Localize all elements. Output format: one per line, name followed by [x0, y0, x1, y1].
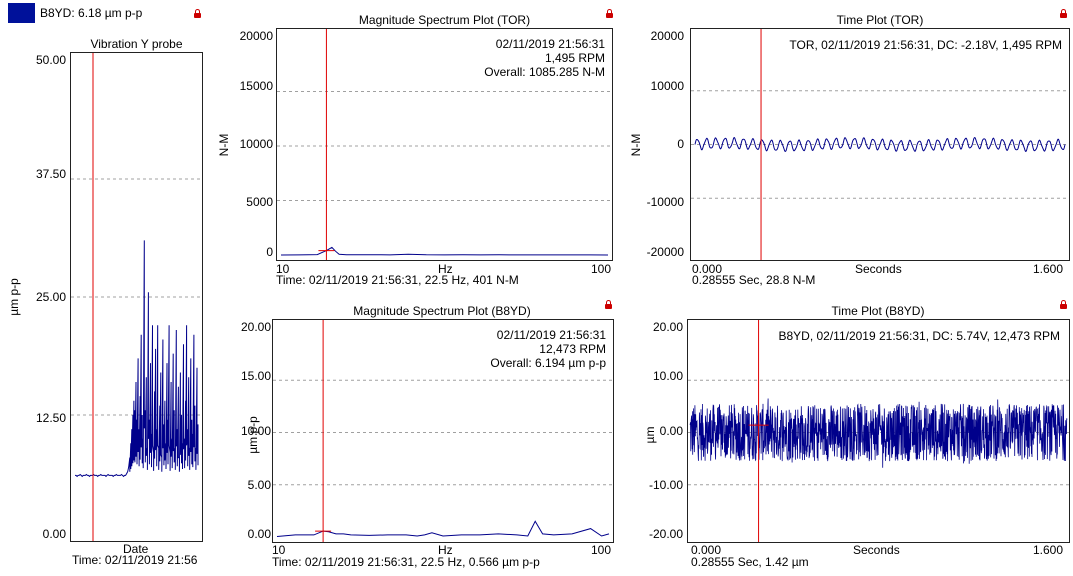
x-axis-label: Hz: [438, 262, 453, 276]
y-axis-label: N-M: [629, 133, 643, 157]
series-line: [276, 520, 610, 537]
chart-svg: [688, 320, 1069, 542]
y-tick-label: 5.00: [247, 478, 271, 492]
x-tick-label: 1.600: [1033, 543, 1064, 557]
y-axis-label: µm p-p: [246, 416, 260, 454]
lock-icon[interactable]: [1060, 300, 1067, 309]
chart-svg: [71, 53, 202, 541]
y-tick-label: 20.00: [240, 320, 271, 334]
x-axis-label: Seconds: [853, 543, 900, 557]
y-axis-label: µm: [643, 426, 657, 444]
cursor-readout: Time: 02/11/2019 21:56:31, 22.5 Hz, 0.56…: [272, 555, 540, 569]
y-tick-label: 0.00: [42, 527, 66, 541]
legend-swatch: [8, 3, 35, 23]
info-line: Overall: 6.194 µm p-p: [490, 356, 606, 370]
lock-icon[interactable]: [605, 300, 612, 309]
y-tick-label: 15000: [239, 79, 273, 93]
plot-info-time-b8yd: B8YD, 02/11/2019 21:56:31, DC: 5.74V, 12…: [730, 329, 1060, 343]
y-tick-label: 0.00: [659, 424, 683, 438]
legend-label: B8YD: 6.18 µm p-p: [40, 6, 143, 20]
time-tor-plot-area[interactable]: [690, 28, 1070, 261]
series-line: [689, 398, 1068, 468]
x-tick-label: 10: [276, 262, 290, 276]
plot-info-spec-tor: 02/11/2019 21:56:31 1,495 RPM Overall: 1…: [380, 37, 605, 79]
y-tick-label: 10.00: [240, 424, 271, 438]
y-tick-label: 20000: [650, 29, 684, 43]
x-tick-label: 100: [591, 543, 612, 557]
x-tick-label: 100: [591, 262, 612, 276]
info-line: 02/11/2019 21:56:31: [495, 37, 605, 51]
lock-icon[interactable]: [194, 9, 201, 18]
y-tick-label: 50.00: [35, 53, 66, 67]
chart-title-spec-b8yd: Magnitude Spectrum Plot (B8YD): [353, 304, 531, 318]
y-tick-label: 37.50: [35, 167, 66, 181]
y-tick-label: 5000: [246, 195, 273, 209]
info-line: 02/11/2019 21:56:31: [496, 328, 606, 342]
y-tick-label: -10000: [646, 195, 684, 209]
x-tick-label: 0.000: [691, 543, 722, 557]
plot-info-time-tor: TOR, 02/11/2019 21:56:31, DC: -2.18V, 1,…: [740, 38, 1062, 52]
y-axis-label: N-M: [217, 133, 231, 157]
chart-svg: [691, 29, 1069, 260]
y-tick-label: 10000: [239, 137, 273, 151]
x-tick-label: 10: [272, 543, 286, 557]
time-b8yd-plot-area[interactable]: [687, 319, 1070, 543]
y-tick-label: 0: [677, 137, 684, 151]
series-line: [280, 246, 609, 256]
x-axis-label: Date: [123, 542, 149, 556]
y-tick-label: -20.00: [648, 527, 683, 541]
plot-info-spec-b8yd: 02/11/2019 21:56:31 12,473 RPM Overall: …: [380, 328, 606, 370]
y-axis-label: µm p-p: [7, 278, 21, 316]
lock-icon[interactable]: [606, 9, 613, 18]
y-tick-label: 25.00: [35, 290, 66, 304]
y-tick-label: 15.00: [240, 369, 271, 383]
spec-tor-plot-area[interactable]: [276, 28, 613, 261]
series-line: [75, 240, 199, 478]
chart-title-trend: Vibration Y probe: [90, 37, 183, 51]
trend-plot-area[interactable]: [70, 52, 203, 542]
cursor-readout: Time: 02/11/2019 21:56: [72, 553, 198, 567]
chart-title-time-b8yd: Time Plot (B8YD): [831, 304, 925, 318]
cursor-readout: 0.28555 Sec, 1.42 µm: [691, 555, 809, 569]
cursor-readout: 0.28555 Sec, 28.8 N-M: [692, 273, 816, 287]
chart-title-time-tor: Time Plot (TOR): [836, 13, 924, 27]
info-line: TOR, 02/11/2019 21:56:31, DC: -2.18V, 1,…: [789, 38, 1062, 52]
y-tick-label: 0.00: [247, 527, 271, 541]
chart-svg: [273, 320, 613, 542]
y-tick-label: 12.50: [35, 411, 66, 425]
x-tick-label: 0.000: [692, 262, 723, 276]
info-line: Overall: 1085.285 N-M: [484, 65, 605, 79]
info-line: 1,495 RPM: [544, 51, 605, 65]
y-tick-label: -10.00: [648, 478, 683, 492]
y-tick-label: 20000: [239, 29, 273, 43]
x-axis-label: Hz: [438, 543, 453, 557]
y-tick-label: 0: [266, 245, 273, 259]
chart-svg: [277, 29, 612, 260]
y-tick-label: 10000: [650, 79, 684, 93]
info-line: 12,473 RPM: [539, 342, 606, 356]
x-axis-label: Seconds: [855, 262, 902, 276]
info-line: B8YD, 02/11/2019 21:56:31, DC: 5.74V, 12…: [778, 329, 1060, 343]
series-line: [694, 137, 1066, 152]
y-tick-label: 20.00: [652, 320, 683, 334]
x-tick-label: 1.600: [1033, 262, 1064, 276]
y-tick-label: -20000: [646, 245, 684, 259]
cursor-readout: Time: 02/11/2019 21:56:31, 22.5 Hz, 401 …: [276, 273, 519, 287]
spec-b8yd-plot-area[interactable]: [272, 319, 614, 543]
chart-title-spec-tor: Magnitude Spectrum Plot (TOR): [358, 13, 531, 27]
y-tick-label: 10.00: [652, 369, 683, 383]
lock-icon[interactable]: [1060, 9, 1067, 18]
